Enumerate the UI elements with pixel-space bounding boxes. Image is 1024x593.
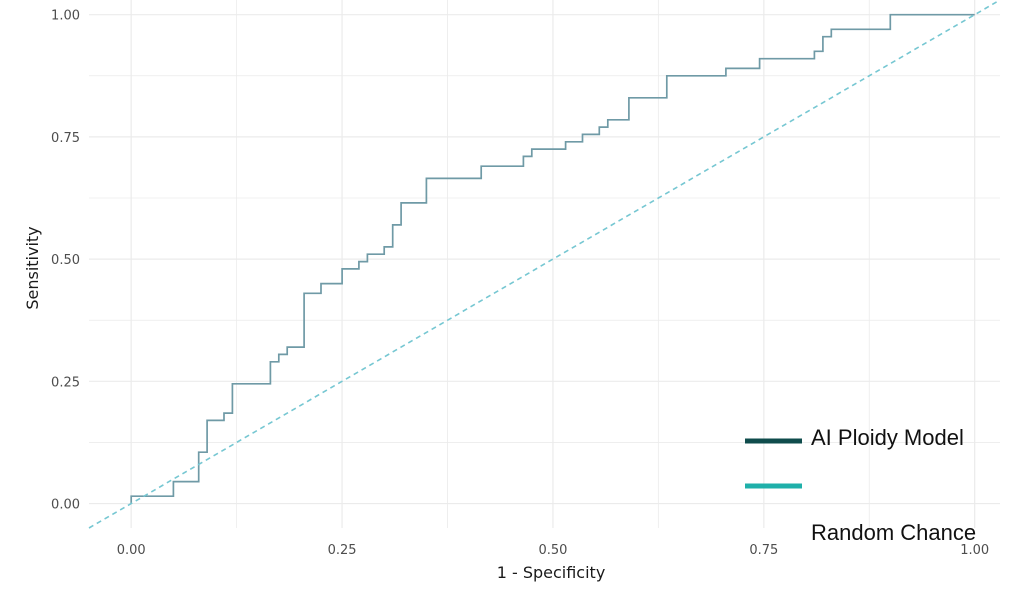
- x-tick-labels: 0.00 0.25 0.50 0.75 1.00: [117, 543, 989, 558]
- y-tick-label: 0.50: [51, 253, 80, 268]
- legend-label-ai-ploidy-model: AI Ploidy Model: [811, 425, 964, 450]
- y-tick-labels: 0.00 0.25 0.50 0.75 1.00: [51, 9, 80, 513]
- x-tick-label: 0.50: [538, 543, 567, 558]
- legend: AI Ploidy Model Random Chance: [745, 425, 976, 545]
- y-tick-label: 0.75: [51, 131, 80, 146]
- x-tick-label: 0.25: [328, 543, 357, 558]
- y-tick-label: 1.00: [51, 9, 80, 24]
- x-tick-label: 0.00: [117, 543, 146, 558]
- x-axis-title: 1 - Specificity: [497, 563, 606, 582]
- series-layer: [88, 0, 1001, 529]
- y-tick-label: 0.00: [51, 498, 80, 513]
- y-tick-label: 0.25: [51, 375, 80, 390]
- random-chance-line: [88, 0, 1001, 529]
- legend-label-random-chance: Random Chance: [811, 520, 976, 545]
- grid-lines: [89, 0, 1000, 528]
- x-tick-label: 1.00: [960, 543, 989, 558]
- ai-ploidy-model-curve: [130, 13, 975, 504]
- x-tick-label: 0.75: [749, 543, 778, 558]
- y-axis-title: Sensitivity: [23, 226, 42, 309]
